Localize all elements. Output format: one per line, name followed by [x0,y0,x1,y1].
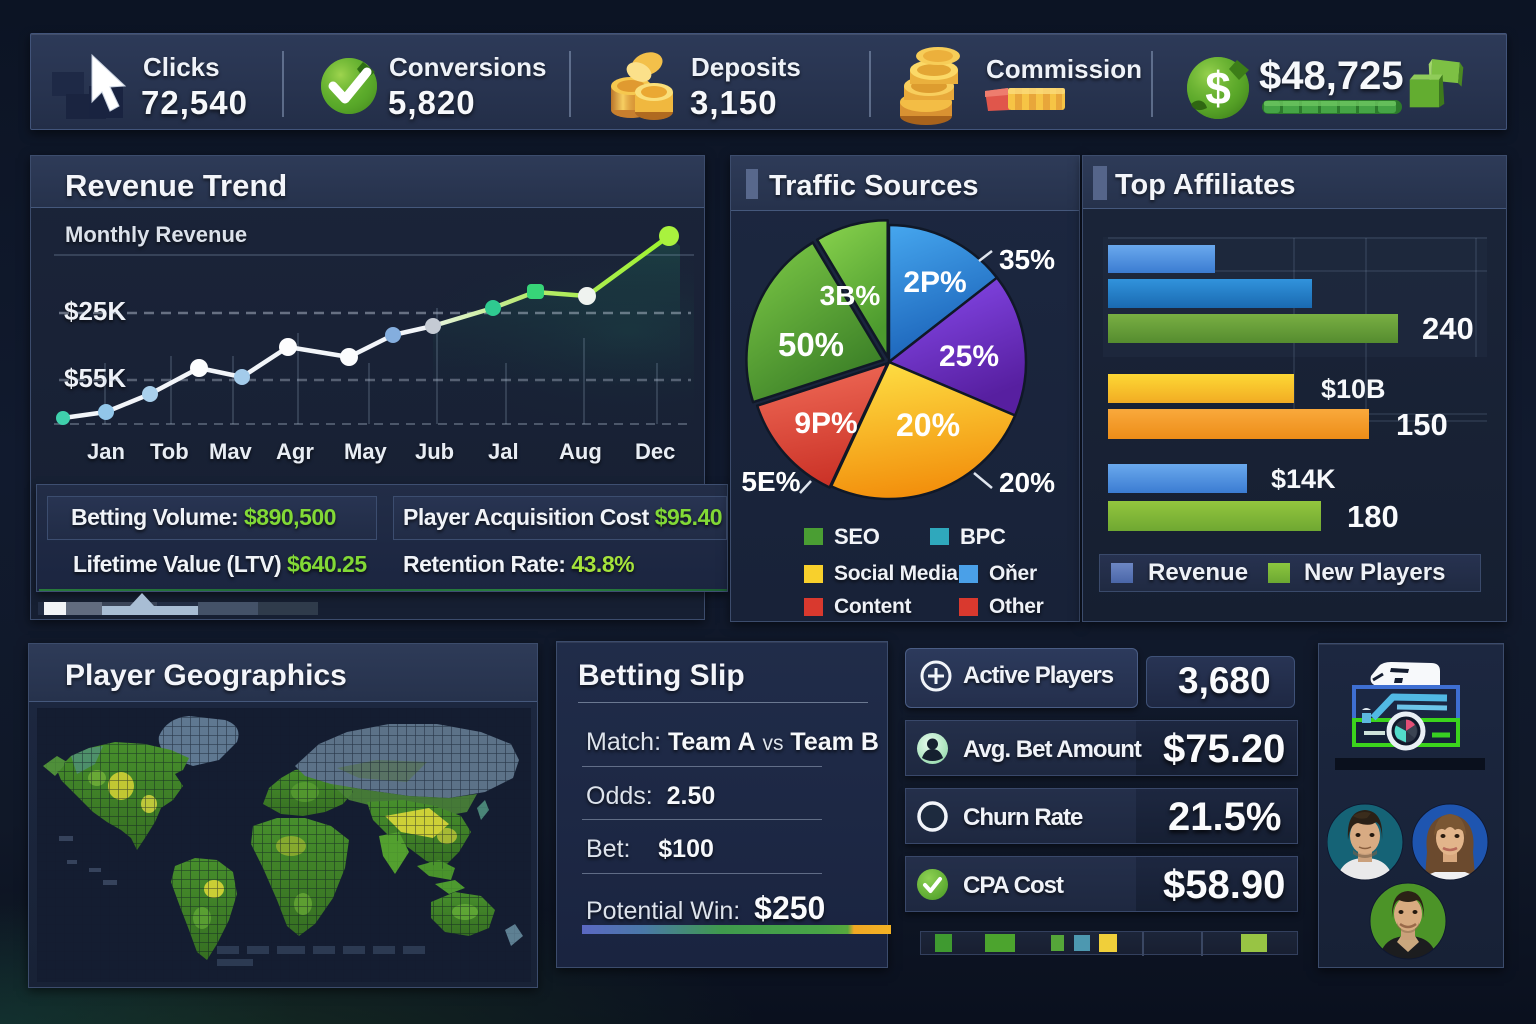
svg-text:180: 180 [1347,499,1399,534]
svg-text:$: $ [1205,62,1231,114]
svg-text:$14K: $14K [1271,464,1336,494]
svg-text:3Β%: 3Β% [820,280,881,311]
svg-text:5Ε%: 5Ε% [741,466,800,497]
svg-text:20%: 20% [999,467,1055,498]
svg-text:240: 240 [1422,311,1474,346]
svg-text:20%: 20% [896,407,960,443]
svg-text:SEO: SEO [834,524,880,549]
svg-text:35%: 35% [999,244,1055,275]
svg-text:150: 150 [1396,407,1448,442]
svg-text:$10Β: $10Β [1321,374,1386,404]
svg-text:9P%: 9P% [794,407,857,440]
svg-text:25%: 25% [939,340,999,373]
svg-text:50%: 50% [778,326,844,363]
svg-text:2P%: 2P% [903,266,966,299]
svg-text:BPC: BPC [960,524,1006,549]
